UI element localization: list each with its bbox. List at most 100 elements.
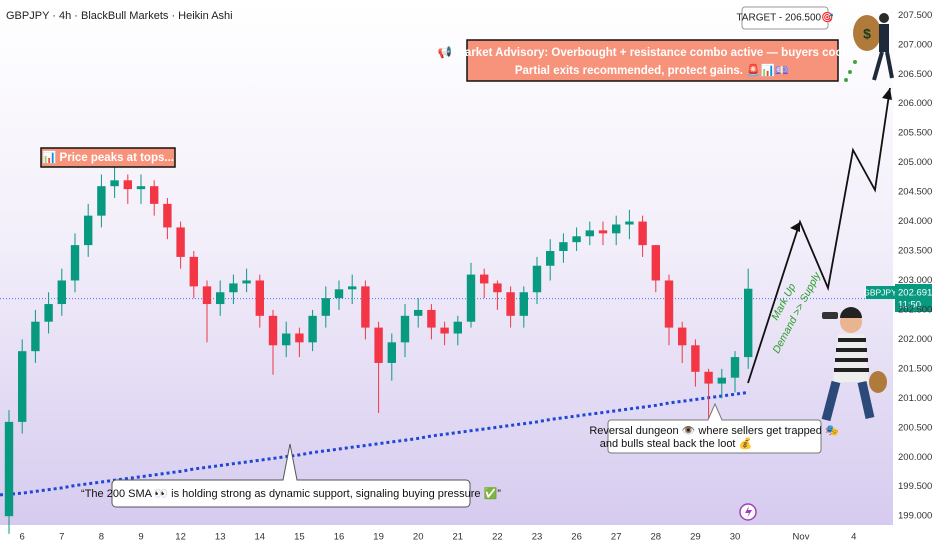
reversal-callout [607, 402, 822, 454]
peaks-box [40, 147, 176, 168]
last-price-label: 202.691 [898, 288, 932, 299]
x-tick-label: 9 [138, 532, 143, 543]
candle-body [4, 421, 14, 517]
peaks-label: 📊 Price peaks at tops... [42, 150, 174, 164]
y-tick-label: 199.500 [898, 481, 932, 492]
x-tick-label: 13 [215, 532, 226, 543]
candle-body [334, 289, 344, 299]
y-tick-label: 201.000 [898, 393, 932, 404]
candle-body [585, 230, 594, 237]
x-tick-label: 15 [294, 532, 305, 543]
y-tick-label: 207.000 [898, 39, 932, 50]
x-tick-label: 14 [255, 532, 266, 543]
x-tick-label: 7 [59, 532, 64, 543]
candle-body [268, 315, 278, 346]
y-tick-label: 200.000 [898, 452, 932, 463]
candle-body [70, 245, 80, 281]
last-price-box [895, 284, 932, 312]
candle-body [493, 283, 502, 293]
candle-body [242, 280, 251, 284]
sma-line [0, 390, 749, 497]
time-axis [0, 525, 893, 550]
candle-body [427, 309, 436, 328]
y-tick-label: 203.000 [898, 275, 932, 286]
candle-body [678, 327, 687, 346]
reversal-line: and bulls steal back the loot 💰 [600, 437, 753, 450]
candle-body [361, 286, 370, 328]
candle-body [664, 280, 674, 328]
y-tick-label: 205.500 [898, 128, 932, 139]
candle-body [84, 215, 93, 246]
candle-body [638, 221, 647, 246]
event-icon-bolt [745, 506, 752, 518]
series-layer [0, 165, 893, 534]
candle-body [559, 242, 568, 252]
candle-body [31, 321, 40, 352]
x-tick-label: 12 [175, 532, 186, 543]
advisory-box [466, 39, 839, 82]
y-tick-label: 200.500 [898, 422, 932, 433]
candle-body [440, 327, 449, 334]
candle-body [598, 230, 608, 234]
candle-body [202, 286, 212, 305]
advisory-line: 📢 Market Advisory: Overbought + resistan… [438, 45, 866, 59]
candle-body [453, 321, 462, 334]
svg-text:$: $ [863, 26, 871, 42]
reversal-line: Reversal dungeon 👁️ where sellers get tr… [589, 425, 839, 437]
candle-body [414, 309, 423, 316]
robber-illustration [821, 307, 887, 422]
x-tick-label: 29 [690, 532, 701, 543]
x-tick-label: 20 [413, 532, 424, 543]
candle-body [612, 224, 621, 234]
y-tick-label: 199.000 [898, 511, 932, 522]
x-tick-label: 30 [730, 532, 741, 543]
candle-body [744, 288, 753, 358]
candle-body [625, 221, 634, 225]
target-label: TARGET - 206.500🎯 [736, 12, 834, 24]
projection-path [747, 87, 891, 384]
candle-body [57, 280, 66, 305]
y-tick-label: 203.500 [898, 246, 932, 257]
candle-body [44, 304, 53, 322]
y-tick-label: 205.000 [898, 157, 932, 168]
candle-body [651, 245, 660, 281]
y-tick-label: 202.000 [898, 334, 932, 345]
price-axis [893, 0, 932, 550]
x-tick-label: 22 [492, 532, 503, 543]
candle-body [572, 236, 581, 243]
x-tick-label: Nov [793, 532, 810, 543]
candle-body [282, 333, 291, 346]
candle-body [506, 292, 515, 316]
candle-body [717, 377, 726, 384]
candle-body [176, 227, 185, 257]
target-box [741, 6, 829, 30]
candle-body [97, 186, 106, 216]
arrow-head [790, 222, 800, 232]
x-tick-label: 16 [334, 532, 345, 543]
x-tick-label: 26 [571, 532, 582, 543]
candle-body [691, 345, 700, 372]
sma-note: “The 200 SMA 👀 is holding strong as dyna… [81, 487, 501, 500]
arrow-head [882, 88, 892, 100]
y-tick-label: 204.000 [898, 216, 932, 227]
candle-body [480, 274, 489, 284]
candle-body [255, 280, 264, 316]
candle-body [189, 256, 198, 287]
candle-body [308, 315, 317, 343]
x-tick-label: 8 [99, 532, 104, 543]
candle-body [374, 327, 383, 363]
candle-body [321, 298, 330, 316]
symbol-tag-box [866, 286, 895, 299]
candle-body [295, 333, 304, 343]
y-tick-label: 206.000 [898, 98, 932, 109]
x-tick-label: 4 [851, 532, 856, 543]
candle-body [18, 351, 27, 422]
candle-body [229, 283, 238, 293]
candle-body [136, 186, 146, 190]
thief-illustration: $ [844, 13, 894, 82]
x-tick-label: 21 [453, 532, 464, 543]
candle-body [400, 315, 410, 343]
candle-body [150, 186, 159, 204]
